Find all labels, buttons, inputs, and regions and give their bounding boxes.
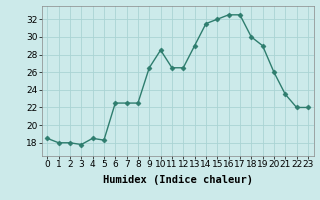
X-axis label: Humidex (Indice chaleur): Humidex (Indice chaleur) — [103, 175, 252, 185]
